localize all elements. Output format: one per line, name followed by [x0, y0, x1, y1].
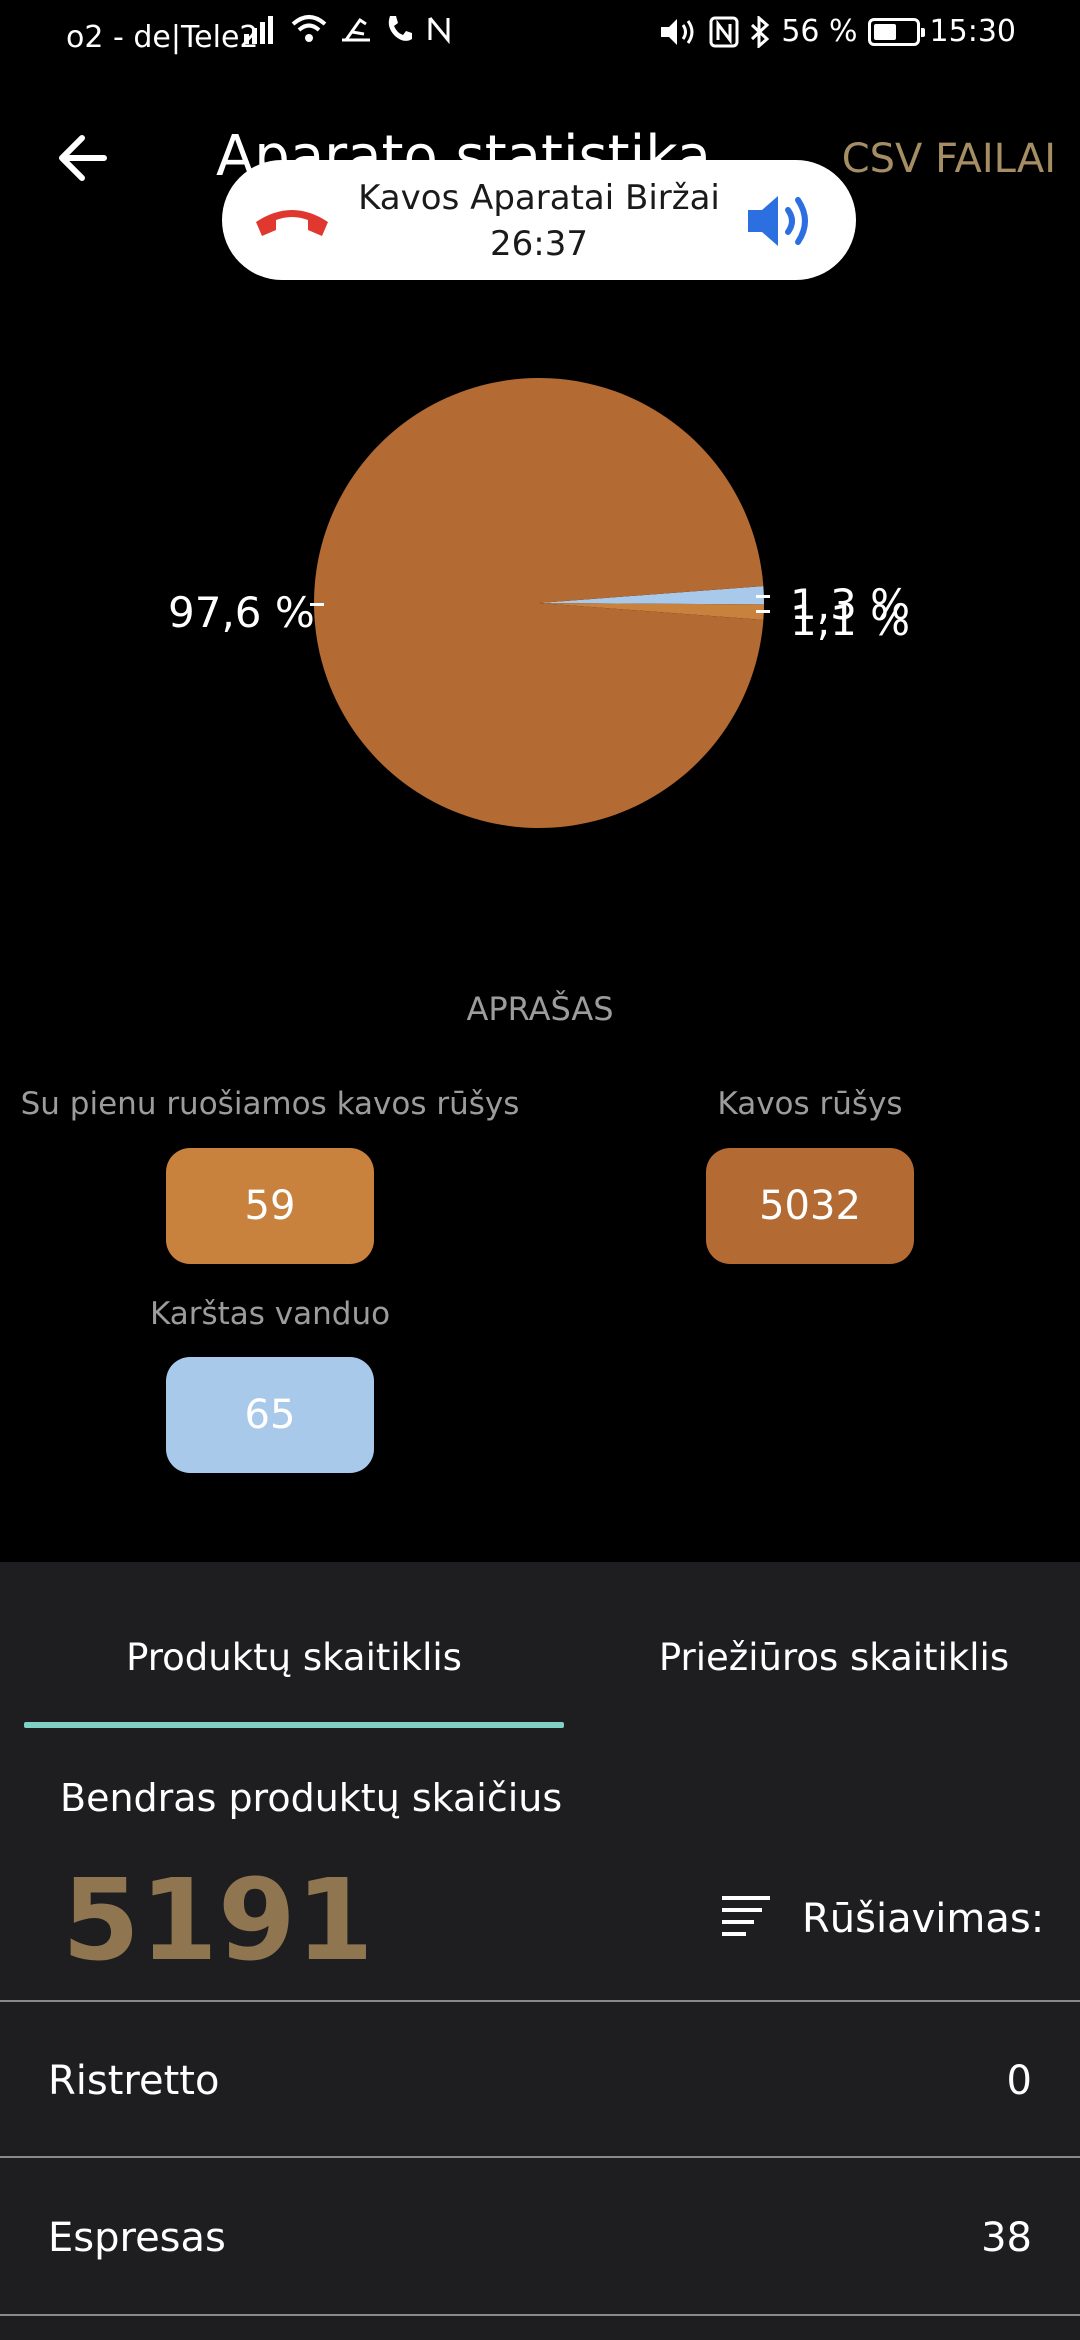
pie-label-coffee: 97,6 %	[168, 588, 315, 637]
row-divider	[0, 2314, 1080, 2316]
row-divider	[0, 2000, 1080, 2002]
product-row-name: Ristretto	[48, 2058, 220, 2104]
usage-pie-chart	[314, 378, 764, 828]
legend-chip-hot-water: 65	[166, 1357, 374, 1473]
pie-leader-line	[310, 603, 324, 606]
sport-icon	[342, 17, 370, 42]
pie-slice-coffee	[314, 378, 764, 828]
call-duration: 26:37	[490, 224, 588, 264]
legend-title: APRAŠAS	[466, 990, 614, 1028]
total-products-label: Bendras produktų skaičius	[60, 1776, 563, 1820]
sort-button[interactable]: Rūšiavimas:	[802, 1896, 1045, 1942]
status-right-icons: 56 % 15:30	[659, 14, 1016, 49]
pie-leader-line	[756, 610, 770, 613]
volume-icon	[661, 18, 694, 45]
speaker-icon[interactable]	[746, 190, 822, 252]
nfc-small-icon	[428, 17, 450, 44]
total-products-value: 5191	[62, 1856, 374, 1986]
legend-caption-coffee: Kavos rūšys	[717, 1086, 903, 1122]
legend-caption-milk-coffee: Su pienu ruošiamos kavos rūšys	[20, 1086, 520, 1122]
pie-label-milk: 1,1 %	[790, 596, 911, 645]
status-left-icons	[244, 14, 452, 44]
battery-percent: 56 %	[781, 14, 858, 49]
sort-icon[interactable]	[720, 1894, 772, 1940]
active-tab-indicator	[24, 1722, 564, 1728]
phone-icon	[388, 16, 412, 41]
tab-products[interactable]: Produktų skaitiklis	[126, 1636, 462, 1679]
status-bar: o2 - de|Tele2 56	[0, 0, 1080, 76]
caller-name: Kavos Aparatai Biržai	[358, 178, 720, 218]
wifi-icon	[291, 15, 327, 42]
counters-panel	[0, 1562, 1080, 2340]
battery-icon	[867, 17, 925, 46]
back-arrow-icon[interactable]	[54, 128, 114, 188]
ongoing-call-pill[interactable]: Kavos Aparatai Biržai 26:37	[222, 160, 856, 280]
clock: 15:30	[929, 14, 1016, 49]
nfc-icon	[709, 16, 739, 47]
pie-slice-milk	[539, 603, 764, 620]
pie-leader-line	[756, 595, 770, 598]
signal-icon	[244, 16, 273, 44]
tab-maintenance[interactable]: Priežiūros skaitiklis	[658, 1636, 1010, 1679]
product-row-name: Espresas	[48, 2215, 226, 2261]
csv-files-button[interactable]: CSV FAILAI	[841, 136, 1056, 182]
bluetooth-icon	[751, 15, 770, 48]
row-divider	[0, 2156, 1080, 2158]
carrier-name: o2 - de|Tele2	[66, 20, 259, 55]
legend-caption-hot-water: Karštas vanduo	[149, 1296, 391, 1332]
hang-up-icon[interactable]	[252, 198, 332, 244]
product-row-count: 0	[1006, 2058, 1032, 2104]
legend-chip-coffee: 5032	[706, 1148, 914, 1264]
pie-label-water: 1,3 %	[790, 580, 911, 629]
pie-slice-water	[539, 586, 764, 605]
legend-chip-milk-coffee: 59	[166, 1148, 374, 1264]
product-row-count: 38	[981, 2215, 1032, 2261]
